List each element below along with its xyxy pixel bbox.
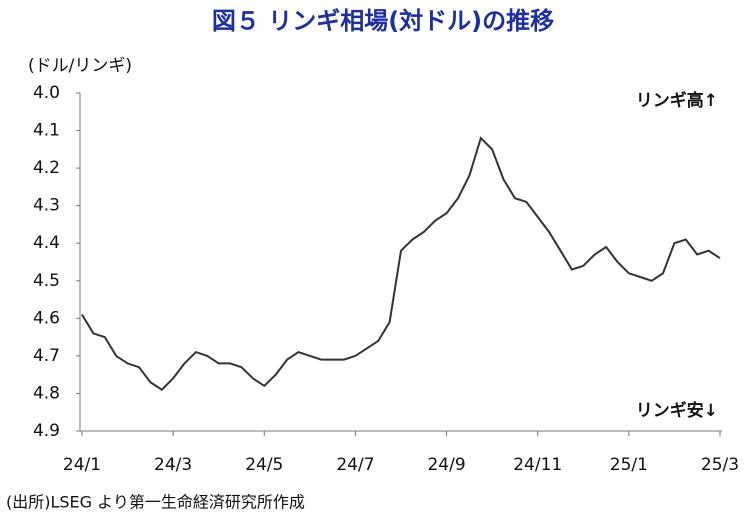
- x-tick-label: 24/5: [245, 455, 283, 475]
- y-tick-label: 4.7: [33, 346, 60, 366]
- x-tick-label: 25/3: [701, 455, 739, 475]
- y-tick-label: 4.3: [33, 196, 60, 216]
- y-tick-label: 4.0: [33, 83, 60, 103]
- y-tick-label: 4.2: [33, 158, 60, 178]
- y-tick-label: 4.6: [33, 308, 60, 328]
- x-tick-label: 24/3: [154, 455, 192, 475]
- x-tick-label: 24/9: [427, 455, 465, 475]
- source-note: (出所)LSEG より第一生命経済研究所作成: [6, 493, 305, 512]
- x-tick-label: 25/1: [610, 455, 648, 475]
- y-tick-label: 4.5: [33, 271, 60, 291]
- chart-title: 図５ リンギ相場(対ドル)の推移: [212, 7, 554, 35]
- y-tick-label: 4.4: [33, 233, 60, 253]
- y-tick-label: 4.9: [33, 421, 60, 441]
- y-tick-label: 4.8: [33, 383, 60, 403]
- y-axis-label: (ドル/リンギ): [28, 56, 132, 76]
- x-tick-label: 24/11: [513, 455, 562, 475]
- x-tick-label: 24/1: [63, 455, 101, 475]
- annotation: リンギ高↑: [636, 90, 718, 111]
- y-tick-label: 4.1: [33, 121, 60, 141]
- line-series: [81, 136, 721, 391]
- annotation: リンギ安↓: [636, 400, 718, 421]
- x-tick-label: 24/7: [336, 455, 374, 475]
